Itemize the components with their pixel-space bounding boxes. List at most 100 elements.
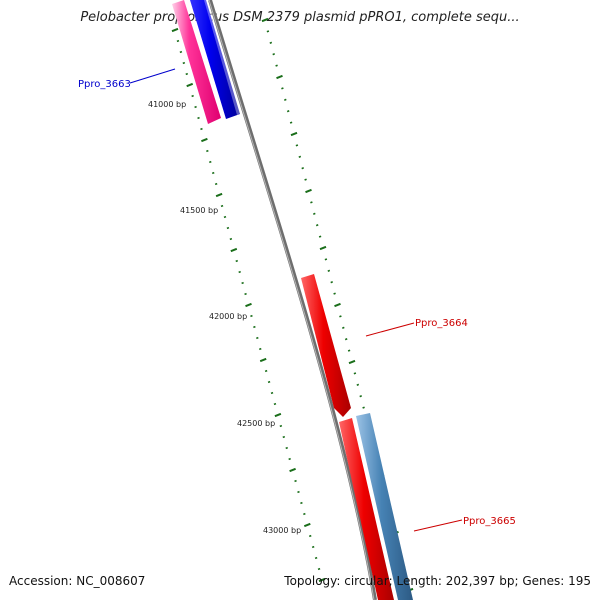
left-track-minor-tick: [211, 171, 215, 175]
left-track-major-tick: [274, 412, 282, 418]
left-track-minor-tick: [200, 127, 203, 131]
right-track-minor-tick: [330, 281, 333, 284]
left-track-minor-tick: [256, 336, 259, 340]
gene-ppro-3665-bar[interactable]: [356, 413, 413, 600]
right-track-major-tick: [261, 17, 269, 23]
left-track-minor-tick: [220, 204, 224, 208]
right-track-minor-tick: [356, 383, 360, 386]
left-track-minor-tick: [270, 391, 274, 395]
gene-label-ppro-3663[interactable]: Ppro_3663: [78, 79, 131, 90]
left-track-minor-tick: [311, 545, 315, 549]
left-track-minor-tick: [250, 314, 253, 318]
left-track-minor-tick: [314, 556, 318, 560]
left-track-minor-tick: [214, 182, 218, 186]
left-track-minor-tick: [179, 50, 183, 54]
left-tick-track: [171, 27, 326, 583]
left-track-minor-tick: [206, 149, 209, 153]
right-track-minor-tick: [333, 292, 336, 295]
right-track-major-tick: [334, 302, 341, 308]
left-track-minor-tick: [253, 325, 256, 329]
right-track-minor-tick: [304, 178, 307, 181]
right-track-minor-tick: [284, 98, 287, 101]
right-track-minor-tick: [347, 349, 351, 352]
right-track-minor-tick: [342, 326, 345, 329]
right-track-minor-tick: [344, 338, 348, 341]
left-track-minor-tick: [279, 424, 283, 428]
right-track-minor-tick: [318, 235, 322, 238]
right-track-minor-tick: [289, 121, 293, 124]
red-feature-lower-bar[interactable]: [339, 418, 394, 600]
left-track-minor-tick: [229, 237, 233, 241]
left-track-minor-tick: [288, 457, 291, 461]
left-track-minor-tick: [317, 567, 321, 571]
pink-feature-bar[interactable]: [172, 0, 221, 124]
left-track-minor-tick: [176, 39, 180, 43]
right-track-minor-tick: [269, 41, 273, 44]
left-track-minor-tick: [267, 380, 271, 384]
gene-ppro-3665-leader: [413, 519, 463, 532]
tick-label-43000: 43000 bp: [263, 526, 301, 535]
right-track-minor-tick: [286, 110, 290, 113]
left-track-minor-tick: [264, 369, 268, 373]
left-track-minor-tick: [285, 446, 289, 450]
right-track-major-tick: [276, 74, 283, 80]
gene-ppro-3663-bar[interactable]: [190, 0, 240, 119]
tick-label-42000: 42000 bp: [209, 312, 247, 321]
left-track-major-tick: [171, 27, 179, 33]
right-track-major-tick: [348, 359, 356, 365]
gene-ppro-3663-leader: [129, 68, 176, 84]
right-track-minor-tick: [295, 144, 299, 147]
summary-text: Topology: circular; Length: 202,397 bp; …: [284, 574, 591, 588]
left-track-major-tick: [259, 357, 267, 363]
right-track-minor-tick: [301, 167, 304, 170]
right-track-minor-tick: [266, 30, 270, 33]
accession-text: Accession: NC_008607: [9, 574, 146, 588]
right-track-major-tick: [305, 188, 312, 194]
right-track-minor-tick: [272, 53, 275, 56]
tick-label-41000: 41000 bp: [148, 100, 186, 109]
left-track-major-tick: [289, 467, 296, 473]
left-track-minor-tick: [282, 435, 286, 439]
gene-label-ppro-3665[interactable]: Ppro_3665: [463, 516, 516, 527]
tick-label-42500: 42500 bp: [237, 419, 275, 428]
left-track-minor-tick: [208, 160, 212, 164]
left-track-minor-tick: [241, 281, 244, 285]
left-track-major-tick: [245, 302, 252, 308]
tick-label-41500: 41500 bp: [180, 206, 218, 215]
right-track-minor-tick: [359, 395, 362, 398]
gene-ppro-3664-bar[interactable]: [301, 274, 351, 417]
right-track-minor-tick: [315, 224, 319, 227]
left-track-minor-tick: [273, 402, 277, 406]
left-track-major-tick: [186, 82, 194, 88]
right-track-minor-tick: [362, 406, 365, 409]
left-track-minor-tick: [297, 490, 300, 494]
backbone-line: [208, 0, 377, 600]
right-track-minor-tick: [339, 315, 342, 318]
right-track-minor-tick: [281, 87, 284, 90]
gene-ppro-3663-bar-shade: [204, 0, 241, 115]
backbone-highlight: [208, 0, 375, 600]
left-track-minor-tick: [191, 94, 194, 98]
left-track-minor-tick: [300, 501, 303, 505]
left-track-major-tick: [230, 247, 238, 253]
left-track-major-tick: [201, 137, 208, 143]
left-track-minor-tick: [303, 512, 306, 516]
left-track-major-tick: [318, 577, 326, 583]
right-track-minor-tick: [298, 155, 302, 158]
left-track-minor-tick: [226, 226, 230, 230]
left-track-major-tick: [215, 192, 223, 198]
right-track-minor-tick: [310, 201, 313, 204]
left-track-minor-tick: [244, 292, 247, 296]
left-track-minor-tick: [223, 215, 227, 219]
left-track-minor-tick: [308, 534, 312, 538]
left-track-minor-tick: [238, 270, 241, 274]
right-track-minor-tick: [327, 269, 331, 272]
left-track-major-tick: [303, 522, 311, 528]
left-track-minor-tick: [185, 72, 189, 76]
gene-label-ppro-3664[interactable]: Ppro_3664: [415, 318, 468, 329]
right-track-minor-tick: [324, 258, 328, 261]
right-track-minor-tick: [313, 212, 316, 215]
left-track-minor-tick: [194, 105, 197, 109]
left-track-minor-tick: [294, 479, 297, 483]
